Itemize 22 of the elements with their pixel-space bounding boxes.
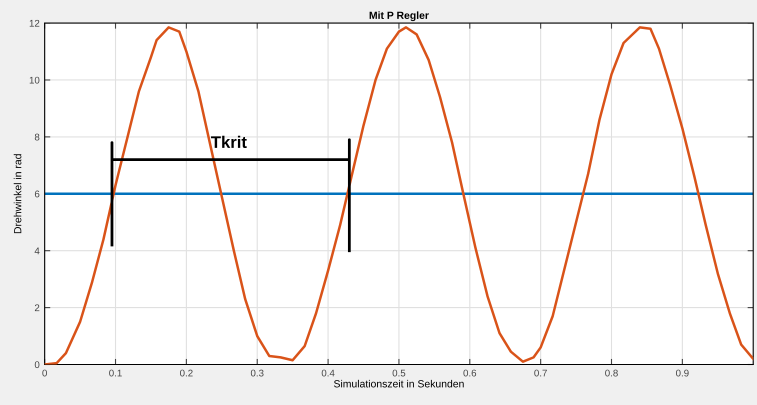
y-tick-label: 4 bbox=[34, 248, 40, 254]
y-tick-label: 0 bbox=[34, 361, 40, 368]
x-tick-label: 0.4 bbox=[322, 370, 335, 376]
annotation: Tkrit bbox=[211, 136, 247, 148]
x-tick-label: 0.8 bbox=[605, 370, 618, 376]
x-tick-label: 0.6 bbox=[463, 370, 476, 376]
x-tick-label: 0.1 bbox=[109, 370, 122, 376]
x-tick-label: 0.7 bbox=[534, 370, 547, 376]
y-tick-label: 12 bbox=[30, 20, 40, 27]
x-tick-label: 0 bbox=[42, 370, 47, 376]
chart-title: Mit P Regler bbox=[370, 11, 429, 22]
y-tick-label: 2 bbox=[34, 304, 40, 312]
y-tick-label: 10 bbox=[30, 76, 40, 84]
line-series bbox=[44, 26, 754, 364]
x-tick-label: 0.5 bbox=[392, 370, 406, 376]
x-tick-label: 0.2 bbox=[180, 370, 193, 376]
x-tick-label: 0.3 bbox=[250, 370, 264, 376]
x-axis-title: Simulationszeit in Sekunden bbox=[334, 380, 464, 388]
y-tick-label: 8 bbox=[34, 134, 40, 141]
y-tick-label: 6 bbox=[34, 190, 40, 198]
x-tick-label: 0.9 bbox=[676, 370, 689, 376]
y-axis-title: Drehwinkel in rad bbox=[14, 154, 22, 234]
